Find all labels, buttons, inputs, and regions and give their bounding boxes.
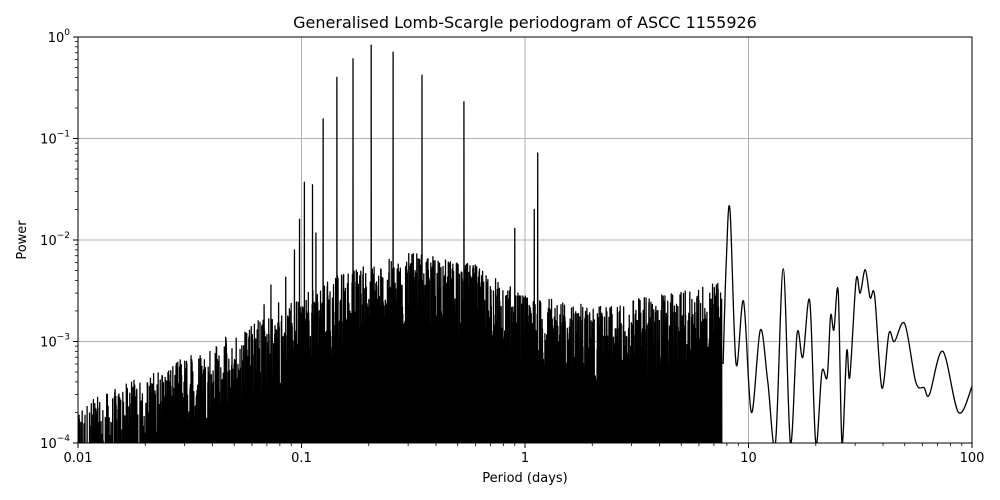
x-tick-label: 10	[740, 451, 757, 466]
y-tick-label: 10−4	[40, 434, 70, 452]
y-axis: 100 10−1 10−2 10−3 10−4	[40, 28, 78, 452]
periodogram-line	[78, 44, 972, 443]
x-tick-label: 1	[521, 451, 529, 466]
x-axis-label: Period (days)	[482, 471, 568, 486]
chart-title: Generalised Lomb-Scargle periodogram of …	[293, 13, 757, 32]
y-tick-label: 10−2	[40, 231, 70, 249]
y-tick-label: 100	[48, 28, 71, 46]
y-axis-label: Power	[15, 220, 30, 260]
x-tick-label: 0.1	[291, 451, 312, 466]
x-tick-label: 100	[960, 451, 985, 466]
x-axis: 0.01 0.1 1 10 100	[64, 443, 985, 466]
y-tick-label: 10−3	[40, 333, 70, 351]
y-tick-label: 10−1	[40, 130, 70, 148]
x-tick-label: 0.01	[64, 451, 93, 466]
